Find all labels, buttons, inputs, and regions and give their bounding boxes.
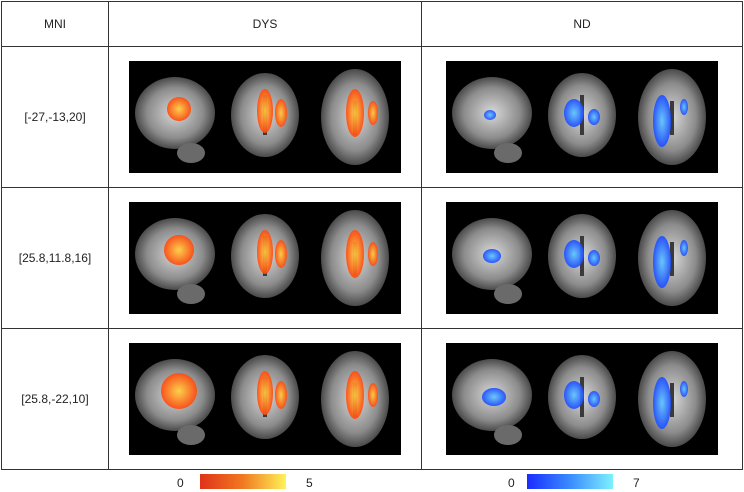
activation-blob [588, 109, 600, 125]
legend-nd-max: 7 [633, 476, 640, 490]
activation-blob [564, 381, 584, 409]
activation-blob [588, 250, 600, 266]
cerebellum [177, 143, 205, 163]
header-nd: ND [421, 1, 743, 47]
cerebellum [177, 425, 205, 445]
activation-blob [483, 249, 501, 263]
dys-brain-panel [108, 328, 422, 470]
activation-blob [161, 373, 197, 409]
activation-blob [257, 230, 273, 274]
activation-blob [346, 371, 364, 419]
midline [670, 242, 674, 276]
activation-blob [564, 99, 584, 127]
cerebellum [177, 284, 205, 304]
activation-blob [653, 377, 671, 429]
midline [670, 101, 674, 135]
activation-blob [484, 110, 496, 120]
activation-blob [588, 391, 600, 407]
nd-brain-panel [421, 46, 743, 188]
mni-coordinate: [25.8,-22,10] [1, 328, 109, 470]
activation-blob [275, 240, 287, 268]
mni-coordinate: [-27,-13,20] [1, 46, 109, 188]
legend-dys-colorbar [200, 474, 286, 489]
dys-brain-image [129, 61, 401, 173]
activation-blob [653, 95, 671, 147]
activation-blob [275, 99, 287, 127]
midline [670, 383, 674, 417]
activation-blob [167, 97, 191, 121]
cerebellum [494, 143, 522, 163]
activation-blob [368, 242, 378, 266]
activation-blob [482, 388, 506, 406]
nd-brain-panel [421, 187, 743, 329]
cerebellum [494, 425, 522, 445]
dys-brain-image [129, 202, 401, 314]
legend-dys-max: 5 [306, 476, 313, 490]
dys-brain-image [129, 343, 401, 455]
dys-brain-panel [108, 46, 422, 188]
activation-blob [164, 235, 194, 265]
header-mni: MNI [1, 1, 109, 47]
mni-coordinate: [25.8,11.8,16] [1, 187, 109, 329]
legend-dys-min: 0 [177, 476, 184, 490]
activation-blob [346, 230, 364, 278]
activation-blob [564, 240, 584, 268]
legend-nd: 0 7 [506, 474, 656, 490]
legend-nd-min: 0 [508, 476, 515, 490]
dys-brain-panel [108, 187, 422, 329]
results-table: MNI DYS ND [-27,-13,20] [25.8,11.8,16] [… [1, 1, 743, 470]
nd-brain-image [446, 61, 718, 173]
activation-blob [680, 240, 688, 256]
cerebellum [494, 284, 522, 304]
nd-brain-image [446, 202, 718, 314]
activation-blob [680, 99, 688, 115]
nd-brain-panel [421, 328, 743, 470]
activation-blob [368, 101, 378, 125]
nd-brain-image [446, 343, 718, 455]
header-dys: DYS [108, 1, 422, 47]
activation-blob [368, 383, 378, 407]
table-row: [25.8,11.8,16] [1, 187, 743, 329]
legend-dys: 0 5 [175, 474, 325, 490]
activation-blob [257, 89, 273, 133]
activation-blob [346, 89, 364, 137]
header-row: MNI DYS ND [1, 1, 743, 47]
activation-blob [257, 371, 273, 415]
activation-blob [275, 381, 287, 409]
activation-blob [653, 236, 671, 288]
table-row: [25.8,-22,10] [1, 328, 743, 470]
table-row: [-27,-13,20] [1, 46, 743, 188]
legend-nd-colorbar [527, 474, 613, 489]
activation-blob [680, 381, 688, 397]
